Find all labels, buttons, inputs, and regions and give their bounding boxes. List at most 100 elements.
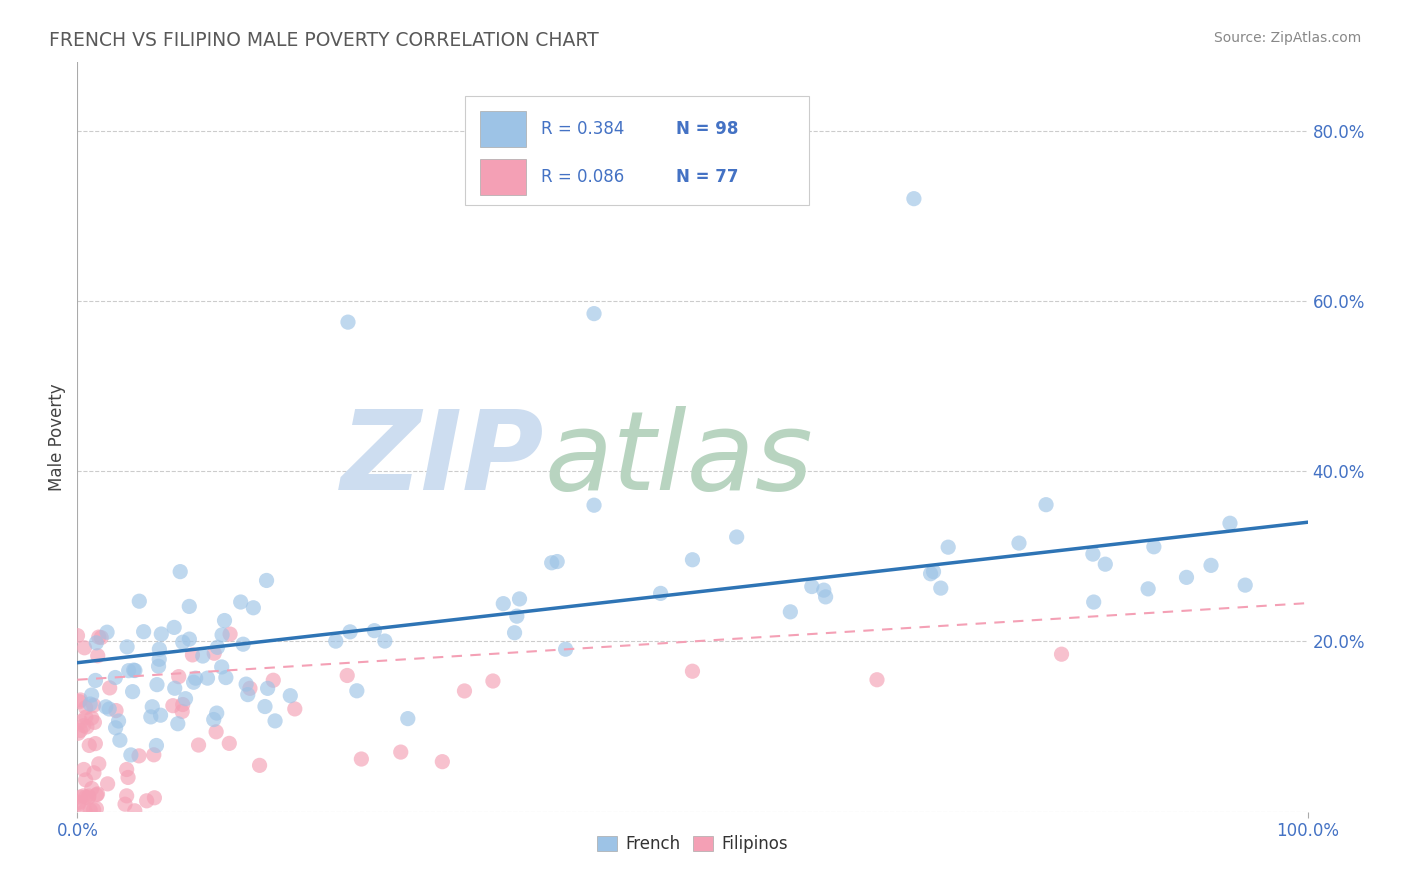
Point	[779, 605, 801, 619]
Point	[202, 713, 225, 727]
Text: FRENCH VS FILIPINO MALE POVERTY CORRELATION CHART: FRENCH VS FILIPINO MALE POVERTY CORRELAT…	[49, 31, 599, 50]
Point	[67, 795, 90, 809]
Point	[77, 790, 100, 805]
Point	[509, 591, 531, 606]
Point	[124, 664, 146, 678]
Point	[1094, 558, 1116, 572]
Text: R = 0.384: R = 0.384	[541, 120, 624, 138]
Point	[75, 790, 97, 805]
Point	[120, 747, 142, 762]
Point	[922, 565, 945, 579]
Point	[84, 636, 107, 650]
Point	[1035, 498, 1057, 512]
Point	[179, 632, 201, 646]
Point	[77, 789, 100, 803]
Point	[682, 553, 704, 567]
Point	[166, 716, 188, 731]
Point	[1175, 570, 1198, 584]
Point	[172, 705, 194, 719]
Point	[66, 629, 89, 643]
Point	[84, 673, 107, 688]
Point	[546, 555, 568, 569]
Point	[80, 711, 103, 725]
Point	[1137, 582, 1160, 596]
Point	[249, 758, 271, 772]
Point	[80, 781, 103, 796]
Point	[866, 673, 889, 687]
Text: atlas: atlas	[546, 406, 814, 513]
Point	[1050, 647, 1073, 661]
Point	[242, 600, 264, 615]
Point	[256, 681, 278, 696]
Point	[363, 624, 385, 638]
Text: R = 0.086: R = 0.086	[541, 168, 624, 186]
Point	[503, 625, 526, 640]
Point	[98, 681, 121, 695]
Point	[374, 634, 396, 648]
Point	[191, 648, 214, 663]
Point	[278, 689, 301, 703]
Point	[219, 627, 242, 641]
Point	[583, 498, 606, 512]
Point	[141, 699, 163, 714]
Point	[69, 693, 91, 707]
Point	[1199, 558, 1222, 573]
Point	[179, 599, 201, 614]
Point	[506, 609, 529, 624]
FancyBboxPatch shape	[479, 159, 526, 195]
Point	[214, 614, 236, 628]
Point	[202, 646, 225, 660]
Point	[79, 803, 101, 817]
Point	[79, 697, 101, 711]
Point	[682, 664, 704, 678]
Point	[83, 715, 105, 730]
Point	[90, 631, 112, 645]
Point	[1081, 547, 1104, 561]
Point	[76, 720, 98, 734]
Point	[98, 702, 121, 716]
Point	[197, 671, 219, 685]
Point	[482, 673, 505, 688]
Point	[69, 714, 91, 729]
Point	[115, 763, 138, 777]
Point	[232, 637, 254, 651]
Point	[184, 671, 207, 685]
Point	[86, 802, 108, 816]
Point	[725, 530, 748, 544]
Point	[211, 660, 233, 674]
Point	[284, 702, 307, 716]
Point	[148, 652, 170, 666]
Point	[83, 803, 105, 817]
Point	[187, 738, 209, 752]
Point	[492, 597, 515, 611]
Point	[1143, 540, 1166, 554]
Point	[69, 723, 91, 738]
Point	[105, 704, 128, 718]
Text: N = 77: N = 77	[676, 168, 740, 186]
Point	[72, 789, 94, 803]
Point	[75, 710, 97, 724]
Point	[94, 699, 117, 714]
Text: ZIP: ZIP	[342, 406, 546, 513]
Point	[87, 756, 110, 771]
Point	[211, 628, 233, 642]
Point	[80, 688, 103, 702]
Point	[107, 714, 129, 728]
Point	[128, 748, 150, 763]
FancyBboxPatch shape	[479, 112, 526, 147]
Point	[114, 797, 136, 812]
Point	[229, 595, 252, 609]
Point	[453, 684, 475, 698]
Point	[183, 675, 205, 690]
Point	[73, 804, 96, 818]
Point	[207, 640, 229, 655]
Point	[350, 752, 373, 766]
Point	[256, 574, 278, 588]
Point	[75, 772, 97, 787]
Point	[124, 804, 146, 818]
Point	[121, 684, 143, 698]
Point	[929, 581, 952, 595]
Point	[148, 659, 170, 673]
Point	[73, 718, 96, 732]
Point	[253, 699, 276, 714]
